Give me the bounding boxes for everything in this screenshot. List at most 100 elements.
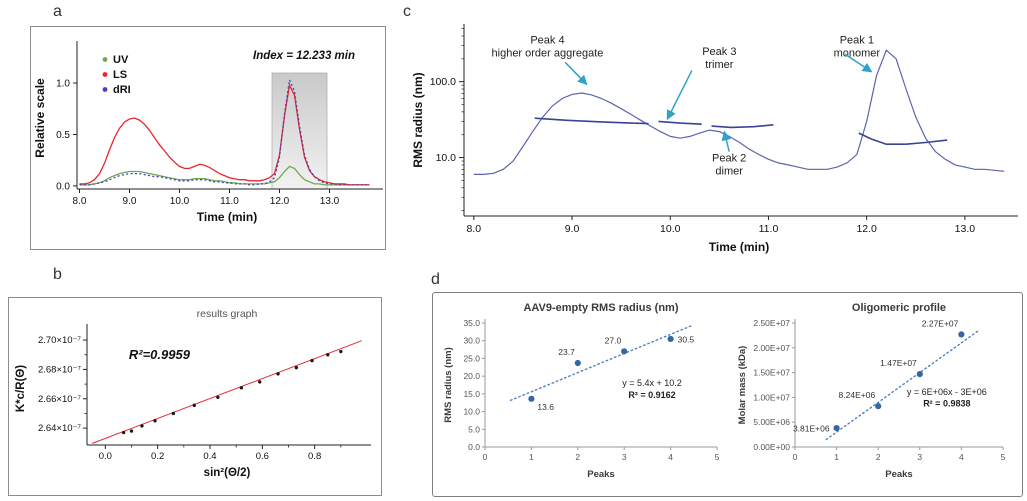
svg-text:23.7: 23.7 (558, 347, 575, 357)
svg-text:9.0: 9.0 (123, 196, 137, 207)
svg-text:2: 2 (575, 452, 580, 462)
svg-text:Relative scale: Relative scale (33, 78, 47, 158)
svg-text:0.5: 0.5 (56, 130, 70, 141)
svg-text:2.27E+07: 2.27E+07 (922, 318, 959, 328)
panel-c-letter: c (403, 3, 411, 20)
svg-text:dRI: dRI (113, 84, 131, 96)
molar-mass-vs-peaks-chart: Oligomeric profile 0.00E+00 5.00E+06 1.00E+… (737, 302, 1006, 480)
svg-text:2.66×10⁻⁷: 2.66×10⁻⁷ (38, 394, 82, 405)
svg-text:higher order aggregate: higher order aggregate (492, 47, 604, 59)
sec-chromatogram-chart: Index = 12.233 min 8.0 9.0 10.0 11.0 12.0 13.0… (33, 41, 383, 224)
svg-text:3.81E+06: 3.81E+06 (793, 424, 830, 434)
svg-text:1.50E+07: 1.50E+07 (753, 368, 790, 378)
svg-text:8.24E+06: 8.24E+06 (839, 390, 876, 400)
svg-text:1: 1 (834, 452, 839, 462)
svg-text:Peak 3: Peak 3 (702, 46, 736, 58)
svg-text:K*c/R(Θ): K*c/R(Θ) (15, 365, 27, 412)
svg-text:1.00E+07: 1.00E+07 (753, 392, 790, 402)
svg-text:Index = 12.233 min: Index = 12.233 min (253, 50, 355, 62)
svg-text:2.64×10⁻⁷: 2.64×10⁻⁷ (38, 423, 82, 434)
svg-text:1.47E+07: 1.47E+07 (880, 358, 917, 368)
svg-text:monomer: monomer (834, 47, 881, 59)
svg-text:AAV9-empty RMS radius (nm): AAV9-empty RMS radius (nm) (523, 302, 678, 314)
panel-a-chromatogram: Index = 12.233 min 8.0 9.0 10.0 11.0 12.0 13.0… (30, 26, 386, 250)
svg-text:5.00E+06: 5.00E+06 (753, 417, 790, 427)
svg-text:1.0: 1.0 (56, 79, 70, 90)
svg-text:8.0: 8.0 (467, 223, 482, 235)
panel-c-rms-vs-time: 10.0 100.0 8.0 9.0 10.0 11.0 12.0 13.0 Time (min… (408, 12, 1022, 266)
svg-text:y = 6E+06x - 3E+06: y = 6E+06x - 3E+06 (907, 387, 987, 397)
svg-text:4: 4 (959, 452, 964, 462)
debye-plot-chart: results graph 2.64×10⁻⁷ 2.66×10⁻⁷ 2.68×10⁻⁷… (15, 308, 371, 479)
svg-text:30.5: 30.5 (678, 334, 695, 344)
svg-text:Time (min): Time (min) (709, 240, 769, 254)
svg-text:9.0: 9.0 (565, 223, 580, 235)
svg-text:2.00E+07: 2.00E+07 (753, 343, 790, 353)
svg-text:5.0: 5.0 (468, 424, 480, 434)
svg-text:10.0: 10.0 (463, 407, 480, 417)
svg-text:13.0: 13.0 (955, 223, 976, 235)
svg-text:0: 0 (483, 452, 488, 462)
rms-radius-vs-time-chart: 10.0 100.0 8.0 9.0 10.0 11.0 12.0 13.0 Time (min… (411, 24, 1018, 254)
svg-text:10.0: 10.0 (170, 196, 190, 207)
svg-text:trimer: trimer (705, 59, 733, 71)
svg-text:12.0: 12.0 (270, 196, 290, 207)
panel-a-letter: a (53, 3, 62, 20)
svg-text:10.0: 10.0 (660, 223, 681, 235)
svg-text:results graph: results graph (197, 308, 258, 320)
svg-text:0.0: 0.0 (99, 451, 112, 462)
svg-text:R² = 0.9162: R² = 0.9162 (628, 390, 675, 400)
svg-text:Peaks: Peaks (885, 469, 912, 480)
svg-text:dimer: dimer (715, 165, 743, 177)
rms-vs-peaks-chart: AAV9-empty RMS radius (nm) 0.0 5.0 10.0 15.0… (443, 302, 720, 480)
svg-text:0.8: 0.8 (308, 451, 321, 462)
panel-d-summary: AAV9-empty RMS radius (nm) 0.0 5.0 10.0 15.0… (432, 292, 1023, 497)
svg-text:UV: UV (113, 54, 129, 66)
svg-text:0.2: 0.2 (151, 451, 164, 462)
svg-text:LS: LS (113, 69, 127, 81)
svg-text:25.0: 25.0 (463, 353, 480, 363)
svg-text:0.0: 0.0 (56, 181, 70, 192)
svg-text:R² = 0.9838: R² = 0.9838 (923, 398, 970, 408)
svg-text:R²=0.9959: R²=0.9959 (129, 347, 191, 362)
svg-text:30.0: 30.0 (463, 336, 480, 346)
svg-text:Peak 4: Peak 4 (530, 34, 564, 46)
svg-text:11.0: 11.0 (220, 196, 239, 207)
svg-text:RMS radius (nm): RMS radius (nm) (411, 72, 425, 167)
svg-text:3: 3 (917, 452, 922, 462)
svg-text:Molar mass (kDa): Molar mass (kDa) (737, 346, 748, 425)
svg-text:15.0: 15.0 (463, 389, 480, 399)
svg-text:Peak 1: Peak 1 (840, 34, 874, 46)
svg-text:Oligomeric profile: Oligomeric profile (852, 302, 946, 314)
svg-text:13.0: 13.0 (320, 196, 340, 207)
panel-b-debye-plot: results graph 2.64×10⁻⁷ 2.66×10⁻⁷ 2.68×10⁻⁷… (8, 297, 382, 496)
svg-text:8.0: 8.0 (73, 196, 87, 207)
svg-text:0.6: 0.6 (256, 451, 269, 462)
svg-text:13.6: 13.6 (537, 402, 554, 412)
svg-text:2.68×10⁻⁷: 2.68×10⁻⁷ (38, 364, 82, 375)
svg-text:2.50E+07: 2.50E+07 (753, 318, 790, 328)
svg-text:3: 3 (622, 452, 627, 462)
svg-text:sin²(Θ/2): sin²(Θ/2) (204, 467, 251, 479)
panel-b-letter: b (53, 266, 62, 283)
svg-text:0.4: 0.4 (203, 451, 216, 462)
svg-text:11.0: 11.0 (759, 223, 779, 235)
svg-text:5: 5 (1001, 452, 1006, 462)
svg-text:4: 4 (668, 452, 673, 462)
svg-text:2.70×10⁻⁷: 2.70×10⁻⁷ (38, 335, 82, 346)
svg-text:Time (min): Time (min) (197, 210, 257, 224)
svg-text:0.00E+00: 0.00E+00 (753, 442, 790, 452)
svg-text:y = 5.4x + 10.2: y = 5.4x + 10.2 (622, 378, 682, 388)
svg-text:1: 1 (529, 452, 534, 462)
svg-text:RMS radius (nm): RMS radius (nm) (443, 347, 454, 422)
svg-text:10.0: 10.0 (436, 152, 457, 164)
svg-text:20.0: 20.0 (463, 371, 480, 381)
svg-text:5: 5 (715, 452, 720, 462)
svg-text:Peak 2: Peak 2 (712, 152, 746, 164)
svg-text:35.0: 35.0 (463, 318, 480, 328)
svg-text:Peaks: Peaks (587, 469, 614, 480)
svg-text:0.0: 0.0 (468, 442, 480, 452)
svg-text:2: 2 (876, 452, 881, 462)
svg-text:0: 0 (793, 452, 798, 462)
